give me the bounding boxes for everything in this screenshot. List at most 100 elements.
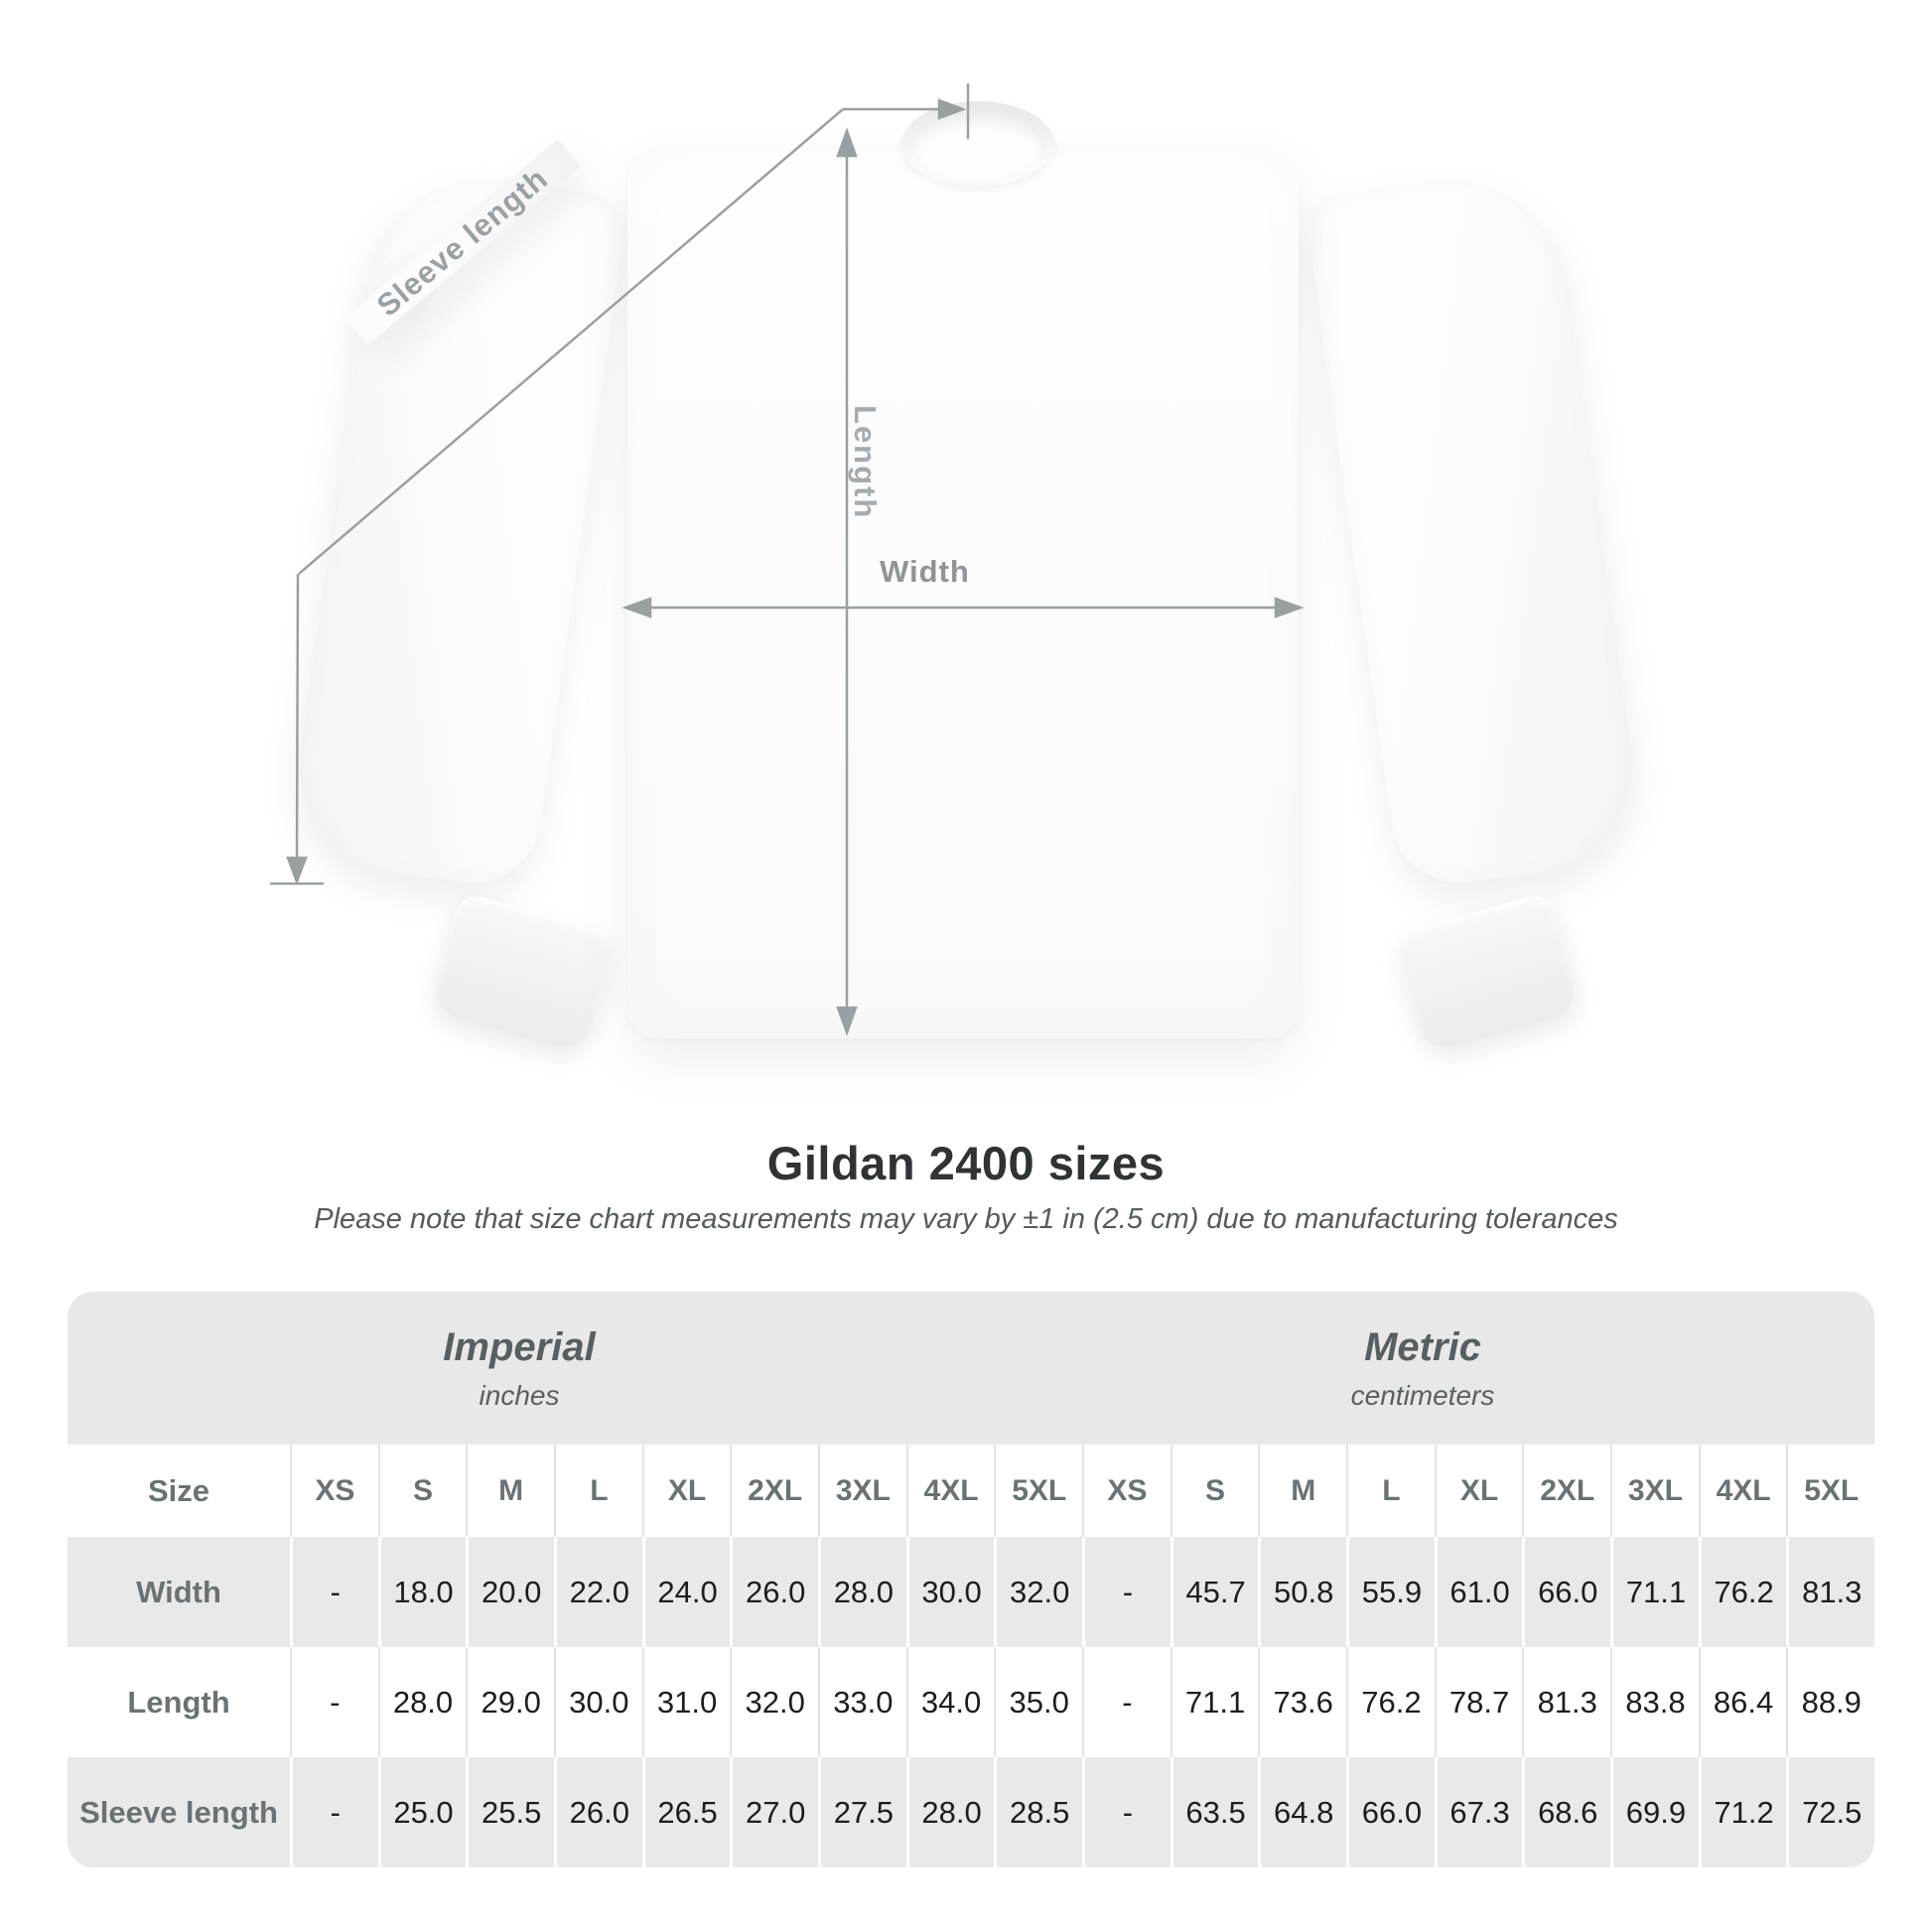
table-row: Sleeve length -25.0 25.5 26.0 26.5 27.0 27.5 28… [68, 1757, 1874, 1867]
size-col-header: 3XL [818, 1445, 906, 1537]
imperial-header-group: Imperial inches [68, 1292, 971, 1445]
value-cell: 28.0 [818, 1537, 906, 1647]
value-cell: 68.6 [1522, 1757, 1610, 1867]
value-cell: 73.6 [1258, 1647, 1346, 1757]
value-cell: 34.0 [905, 1647, 995, 1757]
left-sleeve [285, 164, 628, 893]
value-cell: 31.0 [641, 1647, 731, 1757]
size-col-header: M [466, 1445, 554, 1537]
value-cell: 27.5 [818, 1757, 906, 1867]
row-label: Width [136, 1574, 221, 1609]
value-cell: 69.9 [1610, 1757, 1699, 1867]
table-rows: Width -18.0 20.0 22.0 24.0 26.0 28.0 30.0 32.0-4… [68, 1537, 1874, 1867]
size-col-header: 2XL [730, 1445, 818, 1537]
size-col-header: XL [641, 1445, 731, 1537]
size-col-header: XS [1082, 1445, 1171, 1537]
value-cell: 55.9 [1346, 1537, 1435, 1647]
value-cell: 32.0 [730, 1647, 818, 1757]
row-label: Length [127, 1684, 230, 1720]
value-cell: 20.0 [466, 1537, 554, 1647]
value-cell: 64.8 [1258, 1757, 1346, 1867]
value-cell: 26.5 [641, 1757, 731, 1867]
page-title: Gildan 2400 sizes [766, 1137, 1166, 1189]
value-cell: 26.0 [730, 1537, 818, 1647]
size-col-header: 2XL [1522, 1445, 1610, 1537]
metric-header: Metric [1364, 1324, 1481, 1369]
value-cell: 32.0 [994, 1537, 1082, 1647]
value-cell: 78.7 [1434, 1647, 1523, 1757]
size-col-header: XS [290, 1445, 378, 1537]
shirt-collar [901, 101, 1054, 187]
value-cell: 61.0 [1434, 1537, 1523, 1647]
right-sleeve [1304, 164, 1647, 893]
value-cell: 30.0 [905, 1537, 995, 1647]
size-col-header: 4XL [905, 1445, 995, 1537]
value-cell: 25.0 [377, 1757, 467, 1867]
value-cell: 66.0 [1346, 1757, 1435, 1867]
value-cell: 67.3 [1434, 1757, 1523, 1867]
size-col-header: S [1170, 1445, 1259, 1537]
size-chart-table: Imperial inches Metric centimeters Size … [68, 1292, 1874, 1867]
value-cell: - [290, 1537, 378, 1647]
value-cell: 63.5 [1170, 1757, 1259, 1867]
value-cell: 28.5 [994, 1757, 1082, 1867]
value-cell: 27.0 [730, 1757, 818, 1867]
value-cell: - [1082, 1757, 1171, 1867]
value-cell: - [1082, 1647, 1171, 1757]
value-cell: 76.2 [1698, 1537, 1787, 1647]
value-cell: 22.0 [554, 1537, 642, 1647]
value-cell: 28.0 [905, 1757, 995, 1867]
width-label: Width [880, 554, 970, 589]
size-col-header: 5XL [1786, 1445, 1874, 1537]
value-cell: - [1082, 1537, 1171, 1647]
value-cell: - [290, 1757, 378, 1867]
value-cell: 24.0 [641, 1537, 731, 1647]
shirt-body [627, 147, 1299, 1038]
value-cell: 86.4 [1698, 1647, 1787, 1757]
size-col-header: 4XL [1698, 1445, 1787, 1537]
value-cell: 35.0 [994, 1647, 1082, 1757]
value-cell: 28.0 [377, 1647, 467, 1757]
value-cell: 26.0 [554, 1757, 642, 1867]
size-column-label: Size [147, 1472, 210, 1508]
units-band: Imperial inches Metric centimeters [68, 1292, 1874, 1445]
value-cell: 81.3 [1786, 1537, 1874, 1647]
size-col-header: S [377, 1445, 467, 1537]
right-cuff [1390, 891, 1584, 1056]
value-cell: 76.2 [1346, 1647, 1435, 1757]
value-cell: 66.0 [1522, 1537, 1610, 1647]
value-cell: 50.8 [1258, 1537, 1346, 1647]
value-cell: 30.0 [554, 1647, 642, 1757]
value-cell: 83.8 [1610, 1647, 1699, 1757]
table-row: Length -28.0 29.0 30.0 31.0 32.0 33.0 34.0 35.0-… [68, 1647, 1874, 1757]
left-cuff [427, 891, 621, 1056]
value-cell: 71.1 [1610, 1537, 1699, 1647]
size-col-header: 3XL [1610, 1445, 1699, 1537]
size-col-header: 5XL [994, 1445, 1082, 1537]
value-cell: 88.9 [1786, 1647, 1874, 1757]
metric-header-group: Metric centimeters [971, 1292, 1874, 1445]
imperial-header: Imperial [443, 1324, 596, 1369]
value-cell: 18.0 [377, 1537, 467, 1647]
size-col-header: L [554, 1445, 642, 1537]
imperial-unit: inches [479, 1379, 560, 1411]
value-cell: 71.1 [1170, 1647, 1259, 1757]
size-col-header: L [1346, 1445, 1435, 1537]
table-row: Width -18.0 20.0 22.0 24.0 26.0 28.0 30.0 32.0-4… [68, 1537, 1874, 1647]
value-cell: 71.2 [1698, 1757, 1787, 1867]
value-cell: 45.7 [1170, 1537, 1259, 1647]
value-cell: 72.5 [1786, 1757, 1874, 1867]
value-cell: 25.5 [466, 1757, 554, 1867]
metric-unit: centimeters [1350, 1379, 1495, 1411]
page-subtitle: Please note that size chart measurements… [314, 1203, 1618, 1235]
value-cell: 33.0 [818, 1647, 906, 1757]
length-label: Length [848, 405, 883, 520]
size-col-header: XL [1434, 1445, 1523, 1537]
size-col-header: M [1258, 1445, 1346, 1537]
size-header-row: Size XS S M L XL 2XL 3XL 4XL 5XL XS S M L XL 2XL 3XL 4XL… [68, 1445, 1874, 1537]
value-cell: - [290, 1647, 378, 1757]
value-cell: 81.3 [1522, 1647, 1610, 1757]
value-cell: 29.0 [466, 1647, 554, 1757]
